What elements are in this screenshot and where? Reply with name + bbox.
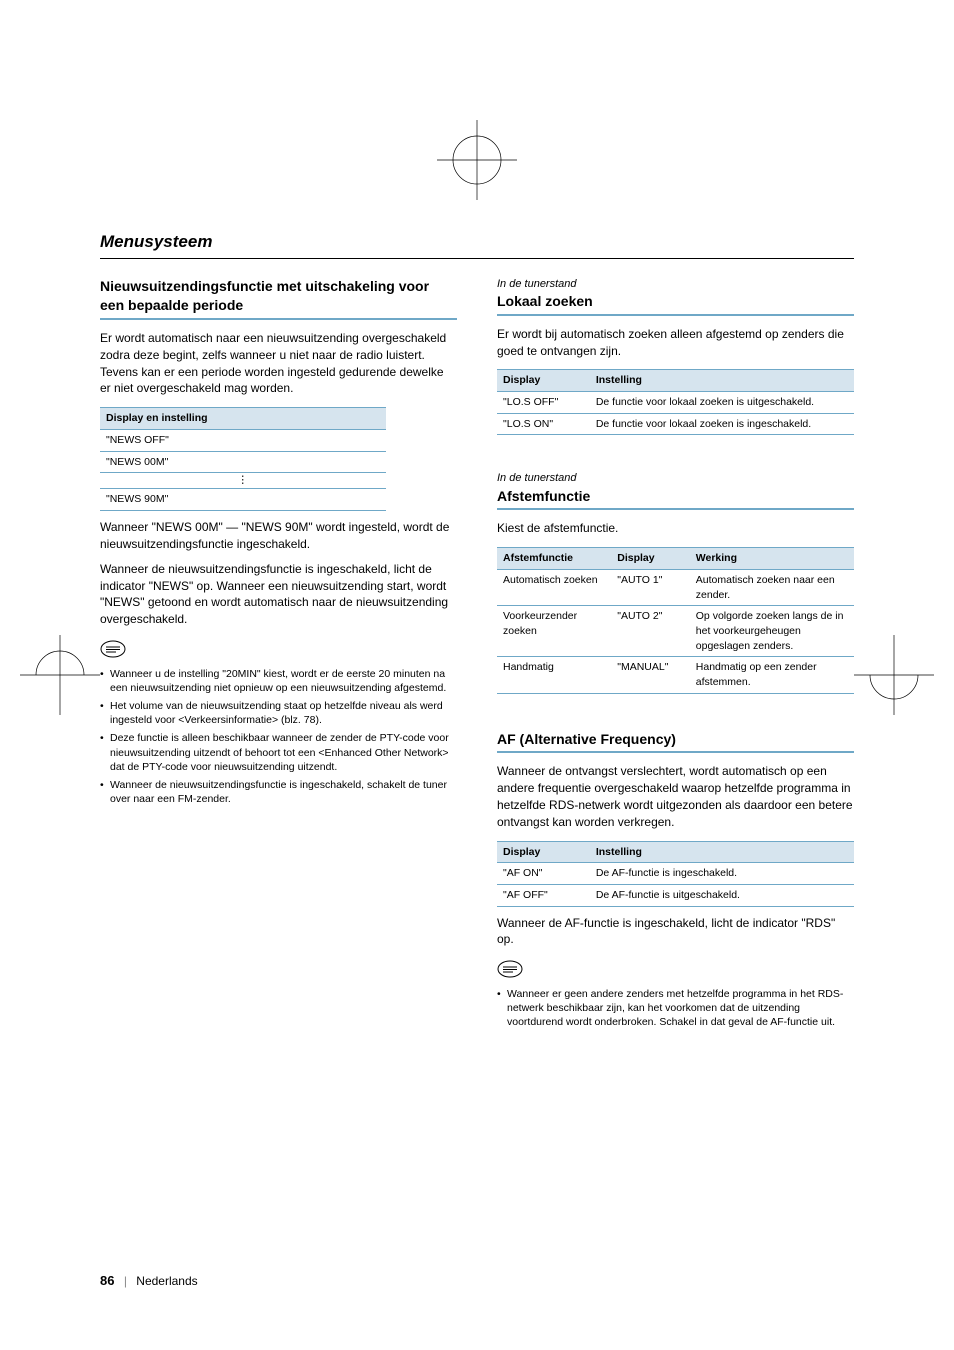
- crop-mark-top: [437, 120, 517, 200]
- table-cell: Voorkeurzender zoeken: [497, 606, 611, 657]
- table-cell: De AF-functie is uitgeschakeld.: [590, 884, 854, 906]
- paragraph: Wanneer de ontvangst verslechtert, wordt…: [497, 763, 854, 830]
- page-title: Menusysteem: [100, 230, 854, 259]
- note-item: Wanneer u de instelling "20MIN" kiest, w…: [100, 667, 457, 695]
- paragraph: Er wordt automatisch naar een nieuwsuitz…: [100, 330, 457, 397]
- table-cell: Automatisch zoeken naar een zender.: [690, 569, 854, 605]
- table-header: Afstemfunctie: [497, 548, 611, 570]
- page-number: 86: [100, 1273, 114, 1288]
- table-cell-vdots: ⋮: [100, 473, 386, 489]
- paragraph: Kiest de afstemfunctie.: [497, 520, 854, 537]
- note-icon: [100, 640, 126, 658]
- heading-rule: [100, 318, 457, 320]
- note-item: Het volume van de nieuwsuitzending staat…: [100, 699, 457, 727]
- table-header: Instelling: [590, 370, 854, 392]
- table-tuning-mode: Afstemfunctie Display Werking Automatisc…: [497, 547, 854, 694]
- table-cell: Handmatig: [497, 657, 611, 693]
- notes-list: Wanneer u de instelling "20MIN" kiest, w…: [100, 667, 457, 807]
- table-header: Display: [497, 370, 590, 392]
- table-cell: Handmatig op een zender afstemmen.: [690, 657, 854, 693]
- table-local-search: Display Instelling "LO.S OFF" De functie…: [497, 369, 854, 435]
- table-header: Werking: [690, 548, 854, 570]
- table-cell: Automatisch zoeken: [497, 569, 611, 605]
- heading-rule: [497, 751, 854, 753]
- table-display-setting: Display en instelling "NEWS OFF" "NEWS 0…: [100, 407, 386, 511]
- section-heading-tuning: Afstemfunctie: [497, 487, 854, 507]
- section-heading-local: Lokaal zoeken: [497, 292, 854, 312]
- table-header: Display: [497, 841, 590, 863]
- table-header: Display: [611, 548, 690, 570]
- table-cell: "NEWS 00M": [100, 451, 386, 473]
- table-cell: "AUTO 2": [611, 606, 690, 657]
- paragraph: Er wordt bij automatisch zoeken alleen a…: [497, 326, 854, 360]
- heading-rule: [497, 508, 854, 510]
- table-cell: "AUTO 1": [611, 569, 690, 605]
- table-af: Display Instelling "AF ON" De AF-functie…: [497, 841, 854, 907]
- note-item: Wanneer de nieuwsuitzendingsfunctie is i…: [100, 778, 457, 806]
- paragraph: Wanneer "NEWS 00M" — "NEWS 90M" wordt in…: [100, 519, 457, 553]
- table-header: Display en instelling: [100, 408, 386, 430]
- table-cell: "AF OFF": [497, 884, 590, 906]
- note-item: Deze functie is alleen beschikbaar wanne…: [100, 731, 457, 774]
- right-column: In de tunerstand Lokaal zoeken Er wordt …: [497, 277, 854, 1034]
- table-cell: De functie voor lokaal zoeken is ingesch…: [590, 413, 854, 435]
- notes-list: Wanneer er geen andere zenders met hetze…: [497, 987, 854, 1030]
- paragraph: Wanneer de AF-functie is ingeschakeld, l…: [497, 915, 854, 949]
- left-column: Nieuwsuitzendingsfunctie met uitschakeli…: [100, 277, 457, 1034]
- crop-mark-left: [20, 635, 100, 715]
- table-cell: "LO.S OFF": [497, 392, 590, 414]
- table-cell: De functie voor lokaal zoeken is uitgesc…: [590, 392, 854, 414]
- pre-heading: In de tunerstand: [497, 471, 854, 486]
- footer-language: Nederlands: [136, 1274, 197, 1288]
- table-cell: "NEWS OFF": [100, 429, 386, 451]
- note-item: Wanneer er geen andere zenders met hetze…: [497, 987, 854, 1030]
- table-cell: "LO.S ON": [497, 413, 590, 435]
- table-header: Instelling: [590, 841, 854, 863]
- table-cell: "NEWS 90M": [100, 489, 386, 511]
- table-cell: "MANUAL": [611, 657, 690, 693]
- table-cell: "AF ON": [497, 863, 590, 885]
- heading-rule: [497, 314, 854, 316]
- section-heading-news: Nieuwsuitzendingsfunctie met uitschakeli…: [100, 277, 457, 316]
- section-heading-af: AF (Alternative Frequency): [497, 730, 854, 750]
- note-icon: [497, 960, 523, 978]
- page-footer: 86 | Nederlands: [100, 1272, 198, 1290]
- pre-heading: In de tunerstand: [497, 277, 854, 292]
- table-cell: Op volgorde zoeken langs de in het voork…: [690, 606, 854, 657]
- crop-mark-right: [854, 635, 934, 715]
- footer-separator: |: [124, 1274, 127, 1288]
- paragraph: Wanneer de nieuwsuitzendingsfunctie is i…: [100, 561, 457, 628]
- table-cell: De AF-functie is ingeschakeld.: [590, 863, 854, 885]
